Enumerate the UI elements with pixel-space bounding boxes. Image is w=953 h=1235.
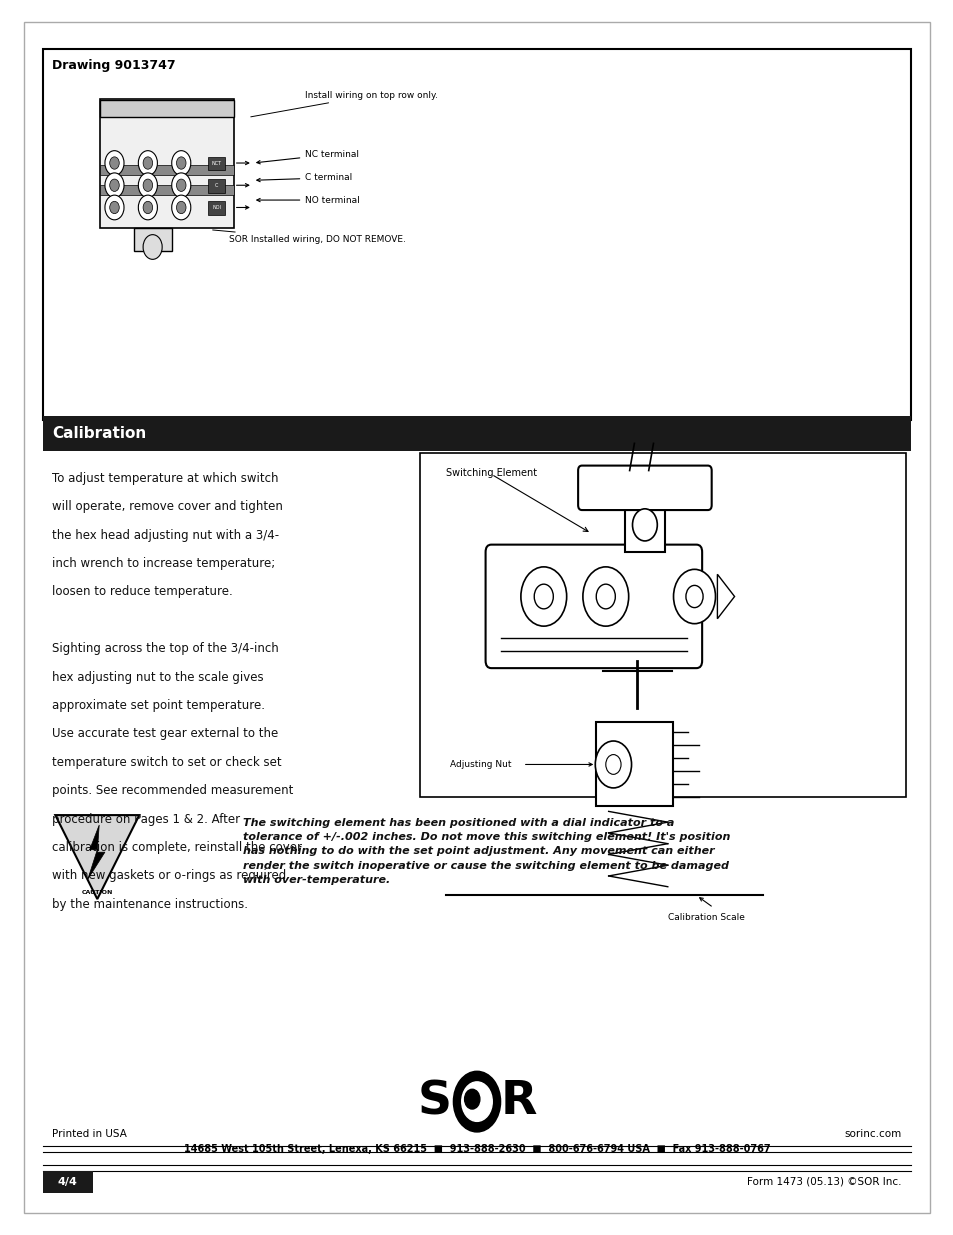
Bar	[419, 453, 905, 797]
Text: R: R	[500, 1079, 537, 1124]
Text: NOI: NOI	[212, 205, 221, 210]
Circle shape	[110, 157, 119, 169]
Circle shape	[138, 151, 157, 175]
Text: To adjust temperature at which switch: To adjust temperature at which switch	[52, 472, 278, 485]
Text: approximate set point temperature.: approximate set point temperature.	[52, 699, 265, 713]
Text: Install wiring on top row only.: Install wiring on top row only.	[251, 90, 437, 117]
Circle shape	[454, 1072, 499, 1131]
Bar	[133, 228, 172, 251]
Circle shape	[172, 173, 191, 198]
Text: Form 1473 (05.13) ©SOR Inc.: Form 1473 (05.13) ©SOR Inc.	[746, 1177, 901, 1187]
Text: 14685 West 105th Street, Lenexa, KS 66215  ■  913-888-2630  ■  800-676-6794 USA : 14685 West 105th Street, Lenexa, KS 6621…	[184, 1144, 769, 1155]
Circle shape	[461, 1082, 492, 1121]
Circle shape	[582, 567, 628, 626]
Circle shape	[138, 173, 157, 198]
Text: by the maintenance instructions.: by the maintenance instructions.	[52, 898, 248, 911]
Circle shape	[596, 584, 615, 609]
Text: procedure on Pages 1 & 2. After: procedure on Pages 1 & 2. After	[52, 813, 240, 826]
Text: NCT: NCT	[212, 161, 221, 165]
Bar	[596, 722, 672, 806]
Circle shape	[105, 173, 124, 198]
Bar	[208, 179, 225, 193]
Text: 4/4: 4/4	[58, 1177, 77, 1187]
Circle shape	[673, 569, 715, 624]
Circle shape	[595, 741, 631, 788]
Text: Adjusting Nut: Adjusting Nut	[450, 760, 511, 769]
Bar	[208, 157, 225, 170]
Bar	[100, 165, 233, 175]
Text: points. See recommended measurement: points. See recommended measurement	[52, 784, 294, 798]
Text: Switching Element: Switching Element	[446, 468, 537, 478]
Circle shape	[143, 179, 152, 191]
Circle shape	[632, 509, 657, 541]
Text: temperature switch to set or check set: temperature switch to set or check set	[52, 756, 282, 769]
Text: C terminal: C terminal	[256, 173, 353, 183]
Text: inch wrench to increase temperature;: inch wrench to increase temperature;	[52, 557, 275, 571]
FancyBboxPatch shape	[485, 545, 701, 668]
Circle shape	[176, 179, 186, 191]
Text: calibration is complete, reinstall the cover: calibration is complete, reinstall the c…	[52, 841, 302, 855]
Text: Use accurate test gear external to the: Use accurate test gear external to the	[52, 727, 278, 741]
FancyBboxPatch shape	[578, 466, 711, 510]
Circle shape	[110, 179, 119, 191]
Circle shape	[520, 567, 566, 626]
Bar	[624, 505, 664, 552]
Text: CAUTION: CAUTION	[82, 890, 112, 895]
Circle shape	[605, 755, 620, 774]
Circle shape	[105, 195, 124, 220]
Circle shape	[172, 195, 191, 220]
Circle shape	[110, 201, 119, 214]
Text: SOR Installed wiring, DO NOT REMOVE.: SOR Installed wiring, DO NOT REMOVE.	[213, 230, 405, 245]
Text: NC terminal: NC terminal	[256, 149, 359, 164]
Circle shape	[143, 157, 152, 169]
Polygon shape	[717, 574, 734, 619]
Circle shape	[534, 584, 553, 609]
Text: C: C	[214, 183, 218, 188]
Circle shape	[143, 201, 152, 214]
Circle shape	[685, 585, 702, 608]
Text: Printed in USA: Printed in USA	[52, 1129, 127, 1139]
Text: will operate, remove cover and tighten: will operate, remove cover and tighten	[52, 500, 283, 514]
Bar	[43, 416, 910, 451]
Bar	[208, 201, 225, 215]
Text: Sighting across the top of the 3/4-inch: Sighting across the top of the 3/4-inch	[52, 642, 279, 656]
Bar	[43, 1171, 92, 1193]
Polygon shape	[88, 825, 105, 879]
Text: loosen to reduce temperature.: loosen to reduce temperature.	[52, 585, 233, 599]
Text: S: S	[417, 1079, 452, 1124]
Circle shape	[105, 151, 124, 175]
Text: the hex head adjusting nut with a 3/4-: the hex head adjusting nut with a 3/4-	[52, 529, 279, 542]
Circle shape	[176, 201, 186, 214]
Text: with new gaskets or o-rings as required: with new gaskets or o-rings as required	[52, 869, 287, 883]
Text: sorinc.com: sorinc.com	[843, 1129, 901, 1139]
Text: Calibration Scale: Calibration Scale	[667, 913, 744, 921]
Text: hex adjusting nut to the scale gives: hex adjusting nut to the scale gives	[52, 671, 264, 684]
Bar	[100, 99, 233, 228]
Circle shape	[176, 157, 186, 169]
Bar	[100, 100, 233, 117]
Text: NO terminal: NO terminal	[256, 195, 359, 205]
Text: Calibration: Calibration	[52, 426, 147, 441]
Bar	[100, 185, 233, 195]
Bar	[43, 49, 910, 420]
Text: Drawing 9013747: Drawing 9013747	[52, 59, 176, 73]
Circle shape	[138, 195, 157, 220]
Circle shape	[172, 151, 191, 175]
Text: The switching element has been positioned with a dial indicator to a
tolerance o: The switching element has been positione…	[243, 818, 730, 885]
Circle shape	[143, 235, 162, 259]
Circle shape	[464, 1089, 479, 1109]
Polygon shape	[55, 815, 139, 899]
